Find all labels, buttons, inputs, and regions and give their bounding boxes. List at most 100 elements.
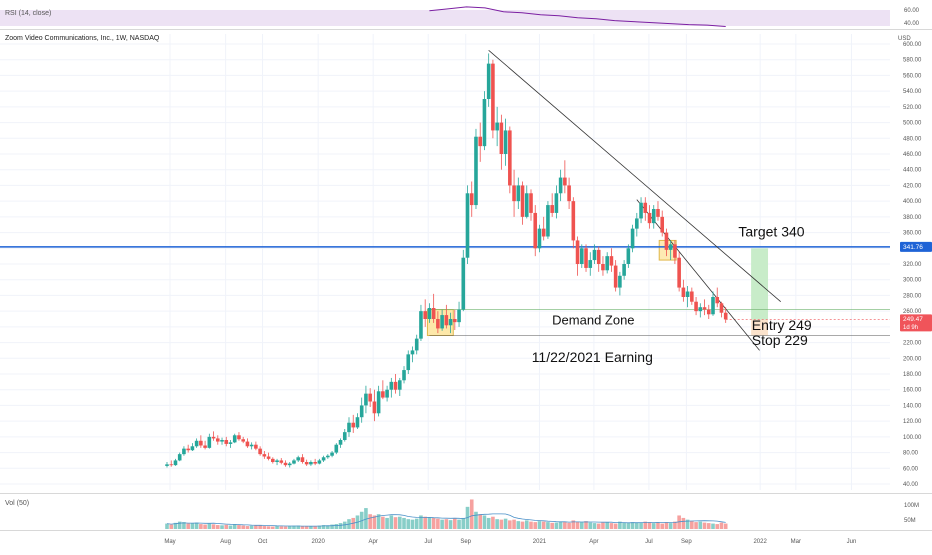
volume-bar — [723, 523, 728, 529]
candle-body — [694, 301, 698, 312]
volume-bar — [596, 523, 601, 529]
candle — [211, 431, 216, 441]
volume-bar — [203, 524, 207, 529]
candle-body — [275, 460, 279, 462]
candle-body — [453, 319, 457, 323]
candle-body — [690, 291, 694, 302]
volume-bar — [410, 519, 415, 529]
volume-bar — [190, 523, 195, 529]
candle — [558, 169, 563, 202]
trendline-minor[interactable] — [636, 199, 760, 351]
candle-body — [351, 422, 356, 428]
volume-bar — [397, 516, 402, 529]
candle-body — [546, 205, 550, 237]
volume-bar — [287, 526, 292, 529]
candle-body — [656, 209, 660, 217]
volume-bar — [554, 522, 559, 529]
volume-bar — [389, 515, 394, 529]
candle-body — [448, 319, 453, 326]
candle-body — [262, 454, 267, 457]
candle — [609, 248, 614, 272]
volume-bar — [186, 523, 190, 529]
volume-bar — [330, 524, 334, 529]
price-tick-label: 500.00 — [903, 121, 922, 127]
volume-bar — [271, 526, 275, 529]
candle-body — [203, 445, 207, 448]
volume-bar — [499, 519, 504, 529]
candle — [486, 53, 491, 107]
candle — [342, 429, 347, 442]
volume-bar — [571, 520, 576, 529]
candle — [330, 451, 334, 458]
time-axis[interactable]: May Aug Oct 2020 Apr Jul Sep 2021 Apr Jul Sep 2022 M… — [164, 539, 856, 545]
candle-body — [436, 319, 440, 329]
candle-body — [300, 457, 305, 462]
candle — [448, 312, 453, 334]
candle — [317, 458, 322, 465]
candle — [228, 440, 233, 448]
candle-body — [541, 228, 546, 237]
volume-bar — [194, 522, 199, 529]
candle-body — [647, 212, 652, 224]
volume-bar — [609, 523, 614, 529]
volume-bars — [165, 499, 728, 529]
candle — [516, 177, 521, 209]
candle-body — [685, 291, 690, 297]
volume-bar — [228, 525, 233, 529]
rsi-pane: RSI (14, close) 60.00 40.00 — [0, 6, 920, 27]
candle-body — [702, 307, 707, 310]
candle-body — [626, 248, 631, 264]
volume-bar — [592, 523, 597, 529]
candle — [647, 205, 652, 229]
volume-bar — [474, 511, 478, 529]
candle — [292, 458, 296, 465]
candle-body — [182, 448, 186, 455]
candle — [529, 189, 533, 221]
chart-title: Zoom Video Communications, Inc., 1W, NAS… — [5, 35, 160, 42]
candle-body — [592, 249, 597, 261]
candle-body — [410, 350, 415, 355]
candle — [173, 458, 178, 466]
candle — [469, 181, 474, 217]
price-axis[interactable]: 40.00 60.00 80.00 100.00 120.00 140.00 160.00 1… — [903, 42, 922, 488]
volume-bar — [567, 522, 571, 529]
candle — [508, 126, 512, 194]
volume-bar — [690, 521, 694, 529]
volume-bar — [630, 522, 635, 529]
candle-body — [283, 462, 288, 466]
volume-bar — [334, 524, 339, 529]
price-tick-label: 540.00 — [903, 89, 922, 95]
candle — [567, 177, 571, 209]
candle-body — [524, 193, 529, 217]
candle — [520, 181, 525, 225]
candle — [203, 440, 207, 450]
candle-body — [461, 257, 466, 310]
volume-bar — [254, 525, 258, 529]
candle-body — [643, 202, 648, 213]
volume-bar — [681, 517, 686, 529]
trendline-major[interactable] — [488, 49, 781, 303]
candle-body — [431, 308, 436, 319]
time-tick-label: 2021 — [533, 539, 547, 545]
candle — [605, 252, 609, 274]
candle-body — [575, 240, 580, 264]
time-tick-label: Apr — [369, 539, 378, 545]
volume-bar — [372, 515, 377, 529]
volume-label: Vol (50) — [5, 500, 29, 507]
volume-bar — [601, 522, 605, 529]
candle — [495, 106, 499, 147]
candle — [592, 244, 597, 264]
candle-body — [241, 439, 245, 442]
volume-bar — [516, 521, 521, 529]
volume-bar — [706, 523, 711, 529]
candle-body — [414, 338, 419, 351]
candle-body — [309, 462, 313, 465]
candle — [199, 435, 203, 448]
candle — [296, 455, 301, 462]
candle-body — [177, 454, 182, 461]
candle-body — [719, 303, 724, 313]
volume-bar — [702, 522, 707, 529]
volume-bar — [643, 521, 648, 529]
volume-bar — [448, 520, 453, 529]
